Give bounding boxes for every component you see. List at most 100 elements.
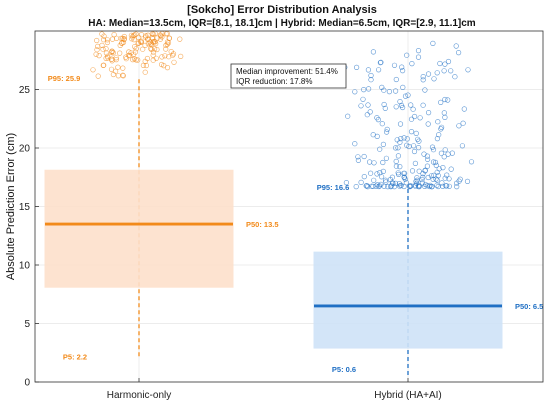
outlier-point xyxy=(115,73,121,79)
outlier-point xyxy=(358,179,364,185)
outlier-point xyxy=(440,183,446,189)
outlier-point xyxy=(398,102,405,108)
outlier-point xyxy=(393,145,399,151)
outlier-point xyxy=(441,68,447,74)
outlier-point xyxy=(452,74,458,80)
outlier-point xyxy=(148,45,154,52)
outlier-point xyxy=(430,40,436,47)
outlier-point xyxy=(121,33,127,40)
outlier-point xyxy=(413,178,419,184)
outlier-point xyxy=(415,183,422,190)
outlier-point xyxy=(442,61,448,67)
outlier-point xyxy=(157,32,163,38)
annotation-line-2: IQR reduction: 17.8% xyxy=(236,77,312,86)
outlier-point xyxy=(409,60,415,67)
outlier-point xyxy=(381,101,387,108)
outlier-point xyxy=(444,172,450,178)
outlier-point xyxy=(379,174,385,180)
outlier-point xyxy=(435,173,441,179)
outlier-point xyxy=(371,160,377,166)
outlier-point xyxy=(397,139,403,145)
outlier-point xyxy=(411,143,417,149)
outlier-point xyxy=(110,71,116,78)
x-axis-ticks: Harmonic-only Hybrid (HA+AI) xyxy=(107,378,442,401)
outlier-point xyxy=(109,36,116,42)
outlier-point xyxy=(464,178,471,184)
outlier-point xyxy=(402,93,409,99)
outlier-point xyxy=(433,176,439,182)
outlier-point xyxy=(415,47,422,54)
outlier-point xyxy=(461,106,467,112)
outlier-point xyxy=(395,145,401,151)
outlier-point xyxy=(361,153,367,160)
outlier-point xyxy=(401,135,407,141)
outlier-point xyxy=(164,41,170,47)
outlier-point xyxy=(132,49,138,55)
outlier-point xyxy=(345,113,351,119)
outlier-point xyxy=(100,62,106,69)
outlier-point xyxy=(430,159,437,165)
outlier-point xyxy=(438,99,444,105)
outlier-point xyxy=(442,96,448,103)
outlier-point xyxy=(142,42,148,49)
x-tick-label: Harmonic-only xyxy=(107,390,171,401)
outlier-point xyxy=(388,183,394,189)
outlier-point xyxy=(414,175,420,181)
outlier-point xyxy=(153,55,159,61)
outlier-point xyxy=(353,184,359,190)
outlier-point xyxy=(456,123,462,129)
outlier-point xyxy=(416,168,422,174)
outlier-point xyxy=(448,166,454,172)
outlier-point xyxy=(413,130,419,136)
x-tick-label: Hybrid (HA+AI) xyxy=(374,390,442,401)
outlier-point xyxy=(393,163,400,169)
outlier-point xyxy=(165,40,172,46)
outlier-point xyxy=(352,89,358,95)
outlier-point xyxy=(135,40,141,47)
outlier-point xyxy=(395,153,402,159)
outlier-point xyxy=(396,171,402,177)
outlier-point xyxy=(446,176,452,182)
outlier-point xyxy=(158,33,164,39)
outlier-point xyxy=(436,132,442,138)
outlier-point xyxy=(416,138,422,144)
outlier-point xyxy=(95,73,101,79)
outlier-point xyxy=(434,169,440,175)
outlier-point xyxy=(439,124,445,130)
outlier-point xyxy=(432,159,439,165)
p50-label: P50: 6.5 xyxy=(515,302,543,311)
outlier-point xyxy=(111,31,117,38)
outlier-point xyxy=(126,49,132,55)
outlier-point xyxy=(454,184,460,190)
outlier-point xyxy=(456,49,462,56)
outlier-point xyxy=(393,88,399,94)
outlier-point xyxy=(366,86,372,92)
outlier-point xyxy=(367,159,373,165)
outlier-point xyxy=(398,182,404,188)
outlier-point xyxy=(127,53,133,59)
outlier-point xyxy=(393,76,399,83)
p5-label: P5: 0.6 xyxy=(332,365,356,374)
outlier-point xyxy=(425,174,431,181)
outlier-point xyxy=(421,151,427,157)
outlier-point xyxy=(94,47,100,53)
outlier-point xyxy=(143,62,149,69)
outlier-point xyxy=(95,43,101,50)
box-plots: P95: 25.9 P50: 13.5 P5: 2.2 P95: 16.6 P50: 6… xyxy=(44,74,543,375)
outlier-point xyxy=(352,141,358,147)
outlier-point xyxy=(363,183,369,189)
outlier-point xyxy=(425,71,432,77)
annotation-box xyxy=(230,63,347,89)
outlier-point xyxy=(379,84,385,90)
outlier-point xyxy=(380,141,387,147)
outlier-point xyxy=(434,70,440,76)
outlier-point xyxy=(442,114,448,120)
outlier-point xyxy=(121,36,127,43)
outlier-point xyxy=(435,119,441,125)
outlier-point xyxy=(136,40,142,46)
outlier-point xyxy=(434,136,441,142)
outlier-point xyxy=(120,65,126,71)
outlier-point xyxy=(145,36,151,42)
outlier-point xyxy=(441,110,447,116)
outlier-point xyxy=(354,64,360,70)
